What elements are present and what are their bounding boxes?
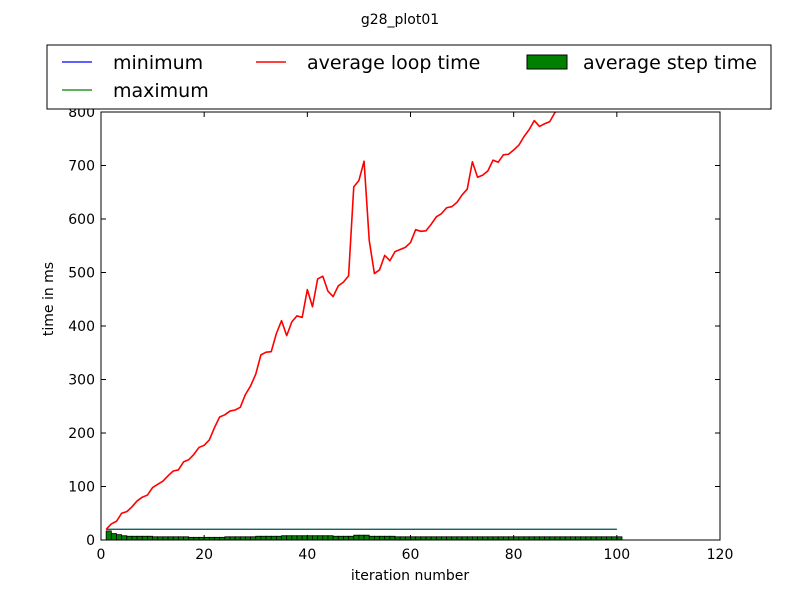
x-tick-label: 60	[402, 547, 420, 563]
legend-label-average-loop-time: average loop time	[307, 52, 480, 74]
y-tick-label: 300	[68, 373, 95, 389]
series-line-average-loop-time	[105, 112, 558, 530]
bar-average-step-time	[317, 535, 324, 540]
bar-average-step-time	[322, 535, 329, 540]
bar-average-step-time	[373, 535, 380, 540]
bar-average-step-time	[363, 534, 370, 540]
bar-average-step-time	[306, 535, 313, 540]
bar-average-step-time	[348, 535, 355, 540]
bar-average-step-time	[270, 535, 277, 540]
y-tick-label: 0	[86, 533, 95, 549]
bar-average-step-time	[389, 535, 396, 540]
x-tick-label: 40	[298, 547, 316, 563]
y-tick-label: 200	[68, 426, 95, 442]
bar-average-step-time	[147, 535, 153, 540]
bar-average-step-time	[281, 535, 288, 540]
bar-average-step-time	[116, 534, 123, 540]
y-tick-label: 600	[68, 212, 95, 228]
plot-area	[101, 112, 720, 540]
bar-average-step-time	[141, 535, 148, 540]
bar-average-step-time	[255, 535, 262, 540]
y-tick-label: 100	[68, 480, 95, 496]
bar-average-step-time	[265, 535, 272, 540]
bar-average-step-time	[337, 535, 344, 540]
legend-frame	[46, 44, 772, 110]
y-tick-label: 700	[68, 159, 95, 175]
x-axis: 0 20 40 60 80 100 120	[97, 112, 734, 563]
bar-average-step-time	[343, 535, 350, 540]
bar-average-step-time	[260, 535, 267, 540]
x-tick-label: 0	[97, 547, 106, 563]
bar-average-step-time	[136, 535, 143, 540]
bar-average-step-time	[296, 535, 303, 540]
bar-average-step-time	[126, 535, 133, 540]
x-tick-label: 20	[195, 547, 213, 563]
legend: minimum maximum average loop time averag…	[46, 44, 772, 110]
x-tick-label: 100	[603, 547, 630, 563]
bar-average-step-time	[291, 535, 298, 540]
x-tick-label: 120	[707, 547, 734, 563]
bar-average-step-time	[384, 535, 391, 540]
legend-label-average-step-time: average step time	[583, 52, 757, 74]
bar-average-step-time	[275, 535, 282, 540]
x-tick-label: 80	[505, 547, 523, 563]
legend-patch-average-step-time	[526, 54, 568, 70]
bar-average-step-time	[358, 534, 365, 540]
y-tick-label: 500	[68, 266, 95, 282]
bar-average-step-time	[327, 535, 334, 540]
lines-layer	[105, 112, 617, 530]
x-axis-label: iteration number	[351, 568, 469, 584]
bar-average-step-time	[286, 535, 293, 540]
legend-label-minimum: minimum	[113, 52, 203, 74]
legend-label-maximum: maximum	[113, 80, 209, 102]
bar-average-step-time	[353, 534, 360, 540]
bar-average-step-time	[301, 535, 308, 540]
bar-average-step-time	[379, 535, 386, 540]
bar-average-step-time	[332, 535, 339, 540]
bar-average-step-time	[110, 533, 117, 540]
bar-average-step-time	[312, 535, 319, 540]
y-axis-label: time in ms	[41, 262, 57, 336]
y-tick-label: 400	[68, 319, 95, 335]
bar-average-step-time	[121, 535, 128, 540]
bar-average-step-time	[368, 535, 375, 540]
bar-average-step-time	[105, 530, 112, 540]
bar-average-step-time	[131, 535, 138, 540]
chart-title: g28_plot01	[361, 12, 439, 28]
